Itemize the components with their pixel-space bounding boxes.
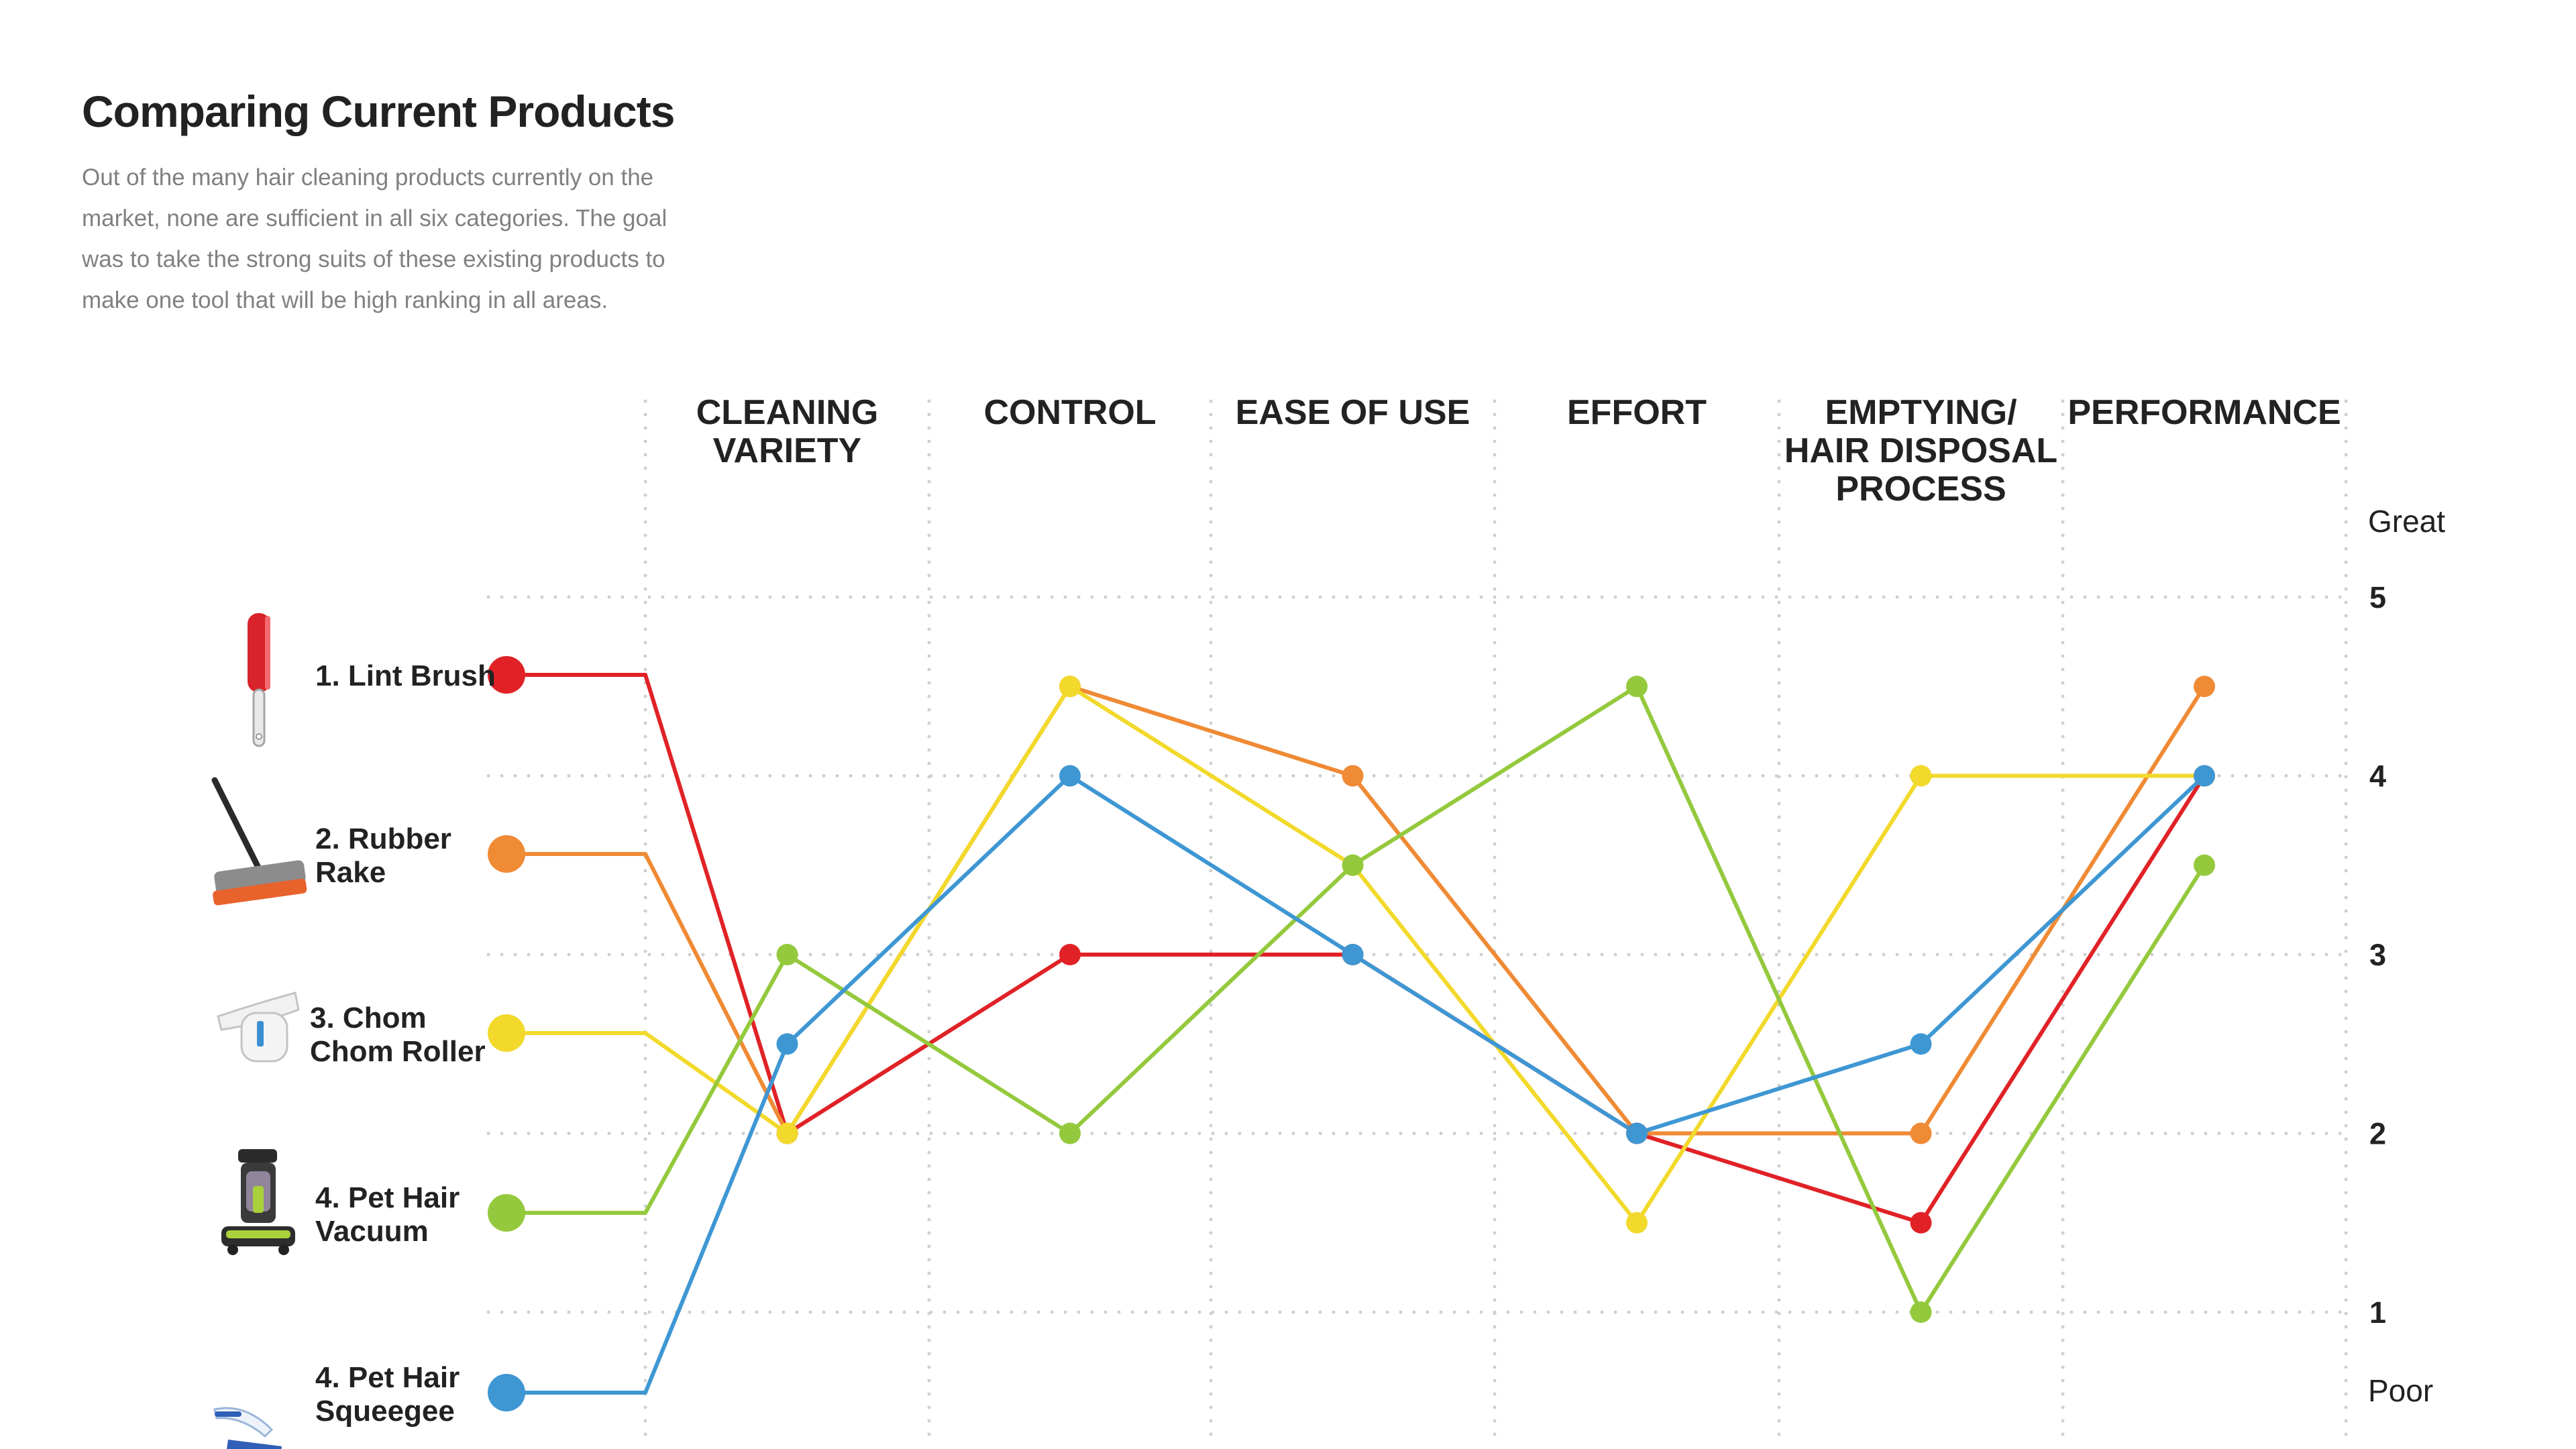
category-labels: CLEANING VARIETY CONTROL EASE OF USE EFFORT E… xyxy=(696,393,2341,508)
page-description: Out of the many hair cleaning products c… xyxy=(82,164,667,313)
legend-label-2-rubber-rake: 2. Rubber Rake xyxy=(315,822,451,889)
y-tick-label: 2 xyxy=(2369,1117,2386,1151)
series-lines xyxy=(504,673,2206,1395)
category-label-cleaning-variety: CLEANING VARIETY xyxy=(696,393,879,470)
data-point-3-chom-chom-roller-emptying-hair-disposal-process xyxy=(1910,765,1932,787)
lint-brush-icon xyxy=(248,613,270,747)
data-point-4-pet-hair-vacuum-effort xyxy=(1626,676,1648,698)
y-tick-label: 3 xyxy=(2369,938,2386,972)
data-point-4-pet-hair-squeegee-performance xyxy=(2194,765,2215,787)
data-point-4-pet-hair-vacuum-emptying-hair-disposal-process xyxy=(1910,1301,1932,1323)
legend-label-3-chom-chom-roller: 3. Chom Chom Roller xyxy=(310,1002,486,1068)
data-point-4-pet-hair-vacuum-performance xyxy=(2194,854,2215,876)
category-label-control: CONTROL xyxy=(983,393,1156,432)
legend-label-4-pet-hair-squeegee: 4. Pet Hair Squeegee xyxy=(315,1361,460,1428)
category-label-performance: PERFORMANCE xyxy=(2068,393,2341,432)
data-point-2-rubber-rake-emptying-hair-disposal-process xyxy=(1910,1122,1932,1144)
data-point-4-pet-hair-vacuum-control xyxy=(1059,1122,1081,1144)
data-point-4-pet-hair-squeegee-cleaning-variety xyxy=(776,1033,798,1055)
series-line-4-pet-hair-vacuum xyxy=(504,684,2206,1314)
data-point-4-pet-hair-squeegee-effort xyxy=(1626,1122,1648,1144)
y-tick-label: 5 xyxy=(2369,580,2386,614)
series-line-4-pet-hair-squeegee xyxy=(504,773,2206,1395)
data-point-3-chom-chom-roller-cleaning-variety xyxy=(776,1122,798,1144)
legend-label-4-pet-hair-vacuum: 4. Pet Hair Vacuum xyxy=(315,1181,460,1248)
data-point-3-chom-chom-roller-effort xyxy=(1626,1212,1648,1234)
pet-hair-squeegee-icon xyxy=(213,1407,282,1449)
series-points xyxy=(776,676,2215,1323)
series-line-2-rubber-rake xyxy=(504,684,2206,1136)
data-point-2-rubber-rake-performance xyxy=(2194,676,2215,698)
y-tick-label: 4 xyxy=(2369,759,2386,794)
rubber-rake-icon xyxy=(211,777,307,906)
y-axis: 1 2 3 4 5 Great Poor xyxy=(2368,504,2445,1408)
data-point-1-lint-brush-control xyxy=(1059,944,1081,965)
category-label-effort: EFFORT xyxy=(1567,393,1707,432)
data-point-2-rubber-rake-ease-of-use xyxy=(1342,765,1364,787)
data-point-3-chom-chom-roller-control xyxy=(1059,676,1081,698)
pet-hair-vacuum-icon xyxy=(221,1149,295,1255)
category-label-ease-of-use: EASE OF USE xyxy=(1236,393,1470,432)
category-label-emptying-hair-disposal-process: EMPTYING/HAIR DISPOSAL PROCESS xyxy=(1784,393,2057,508)
y-tick-label: 1 xyxy=(2369,1295,2386,1330)
series-line-3-chom-chom-roller xyxy=(504,684,2206,1225)
grid xyxy=(486,399,2348,1444)
data-point-4-pet-hair-squeegee-control xyxy=(1059,765,1081,787)
legend: 1. Lint Brush 2. Rubber Rake 3. Chom Chom Ro… xyxy=(211,613,525,1449)
legend-label-1-lint-brush: 1. Lint Brush xyxy=(315,659,496,692)
data-point-1-lint-brush-emptying-hair-disposal-process xyxy=(1910,1212,1932,1234)
data-point-4-pet-hair-vacuum-cleaning-variety xyxy=(776,944,798,965)
page-title: Comparing Current Products xyxy=(82,87,675,136)
y-axis-top-label: Great xyxy=(2368,504,2445,539)
chom-chom-roller-icon xyxy=(217,991,300,1063)
data-point-4-pet-hair-squeegee-ease-of-use xyxy=(1342,944,1364,965)
data-point-4-pet-hair-squeegee-emptying-hair-disposal-process xyxy=(1910,1033,1932,1055)
data-point-4-pet-hair-vacuum-ease-of-use xyxy=(1342,854,1364,876)
y-axis-bottom-label: Poor xyxy=(2368,1373,2433,1408)
